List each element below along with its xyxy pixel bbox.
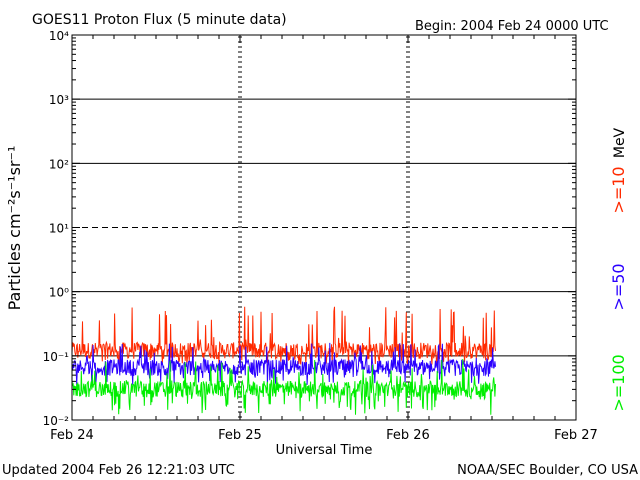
x-tick-label: Feb 25 — [218, 428, 262, 443]
data-series — [71, 306, 496, 415]
y-tick-label: 10⁰ — [49, 286, 69, 300]
begin-label: Begin: 2004 Feb 24 0000 UTC — [415, 19, 609, 34]
series-line — [71, 342, 496, 386]
series-line — [71, 306, 496, 367]
y-tick-label: 10³ — [49, 93, 69, 107]
chart-title: GOES11 Proton Flux (5 minute data) — [32, 12, 287, 28]
y-axis-label: Particles cm⁻²s⁻¹sr⁻¹ — [5, 146, 24, 311]
legend-entry: >=10 — [609, 166, 628, 213]
y-tick-label: 10⁻² — [43, 414, 70, 428]
y-tick-label: 10⁴ — [49, 29, 69, 43]
y-tick-label: 10¹ — [49, 222, 69, 236]
axis-ticks: 10⁻² 10⁻¹ 10⁰ 10¹ 10² 10³ 10⁴ Feb 24 Feb 25 Feb 2… — [43, 29, 598, 443]
y-tick-label: 10⁻¹ — [43, 350, 70, 364]
updated-timestamp: Updated 2004 Feb 26 12:21:03 UTC — [2, 463, 235, 478]
x-tick-label: Feb 24 — [50, 428, 94, 443]
series-line — [71, 358, 496, 415]
source-credit: NOAA/SEC Boulder, CO USA — [457, 463, 638, 478]
y-tick-label: 10² — [49, 157, 69, 171]
legend-entry: >=100 — [609, 354, 628, 411]
legend: MeV >=10 >=50 >=100 — [609, 127, 628, 411]
plot-frame — [71, 34, 577, 421]
x-tick-label: Feb 26 — [386, 428, 430, 443]
legend-units-label: MeV — [612, 127, 628, 158]
legend-entry: >=50 — [609, 263, 628, 310]
x-tick-label: Feb 27 — [554, 428, 598, 443]
x-axis-label: Universal Time — [276, 443, 373, 458]
